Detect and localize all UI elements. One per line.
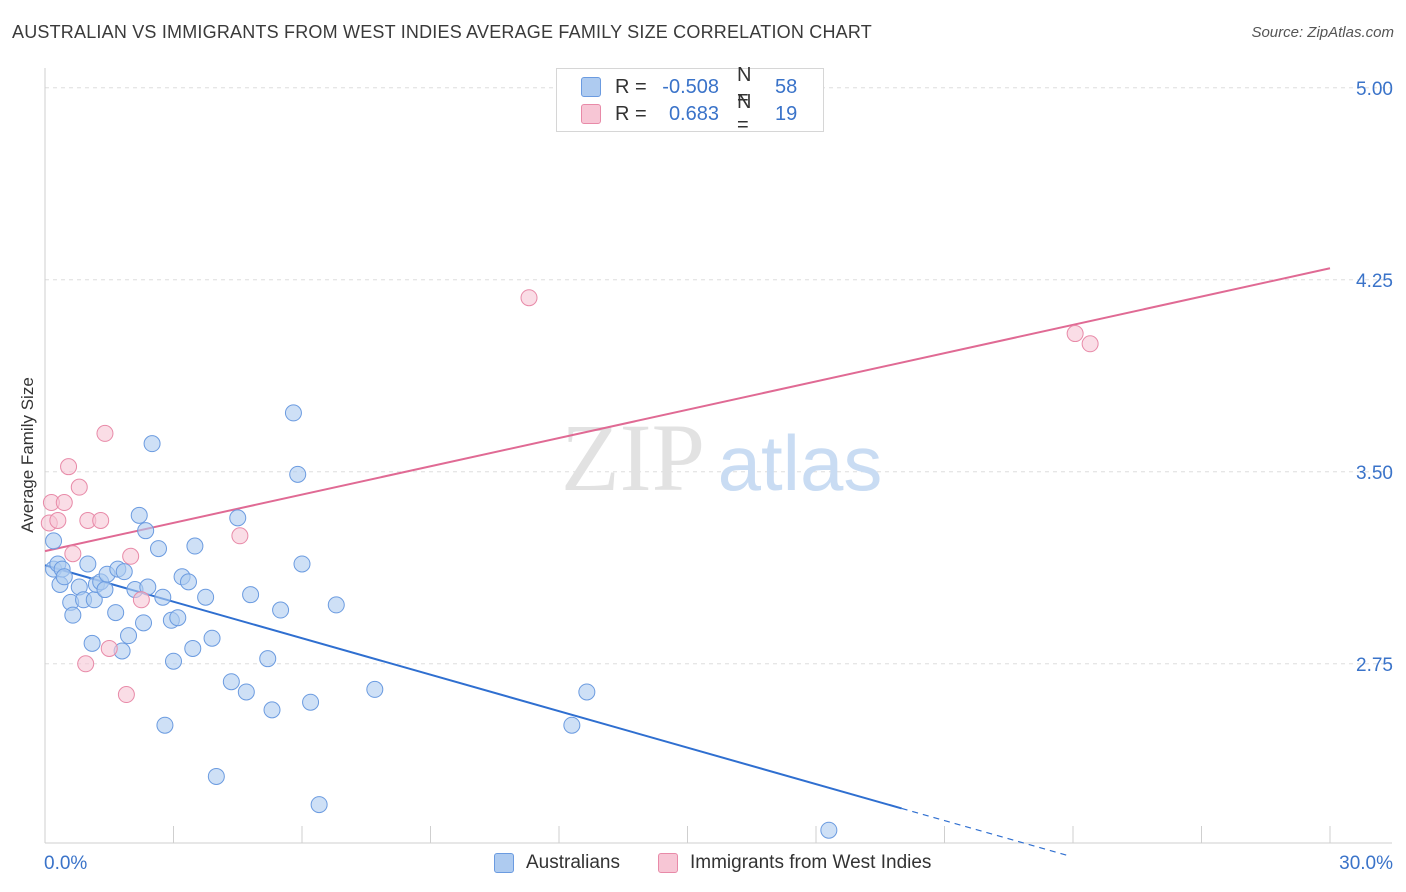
australians-point: [229, 509, 247, 527]
legend-n-value: 19: [775, 102, 798, 125]
australians-point: [222, 673, 240, 691]
source-label: Source: ZipAtlas.com: [1251, 24, 1394, 41]
tick-labels: 2.75 3.50 4.25 5.00 0.0% 30.0%: [44, 79, 1393, 874]
west-indies-point: [1081, 335, 1099, 353]
y-tick-label: 2.75: [1356, 655, 1393, 676]
australians-point: [289, 465, 307, 483]
australians-point: [137, 522, 155, 540]
west-indies-point: [64, 545, 82, 563]
legend-swatch-blue: [581, 77, 601, 97]
west-indies-point: [77, 655, 95, 673]
australians-point: [302, 693, 320, 711]
australians-point: [197, 588, 215, 606]
watermark-zip: ZIP: [561, 404, 705, 511]
legend-label-australians: Australians: [526, 852, 620, 873]
australians-point: [578, 683, 596, 701]
y-tick-label: 3.50: [1356, 463, 1393, 484]
trend-line-australians-extension: [901, 807, 1069, 857]
legend-item-australians: Australians: [494, 852, 620, 874]
australians-point: [284, 404, 302, 422]
y-tick-label: 5.00: [1356, 79, 1393, 100]
correlation-legend: R = -0.508 N = 58 R = 0.683 N = 19: [556, 64, 824, 136]
australians-point: [259, 650, 277, 668]
australians-point: [115, 563, 133, 581]
zipatlas-watermark: ZIP atlas: [561, 404, 882, 511]
series-legend: Australians Immigrants from West Indies: [0, 852, 1406, 878]
australians-point: [242, 586, 260, 604]
australians-point: [366, 680, 384, 698]
west-indies-point: [55, 494, 73, 512]
australians-point: [165, 652, 182, 670]
australians-point: [107, 604, 125, 622]
australians-point: [203, 629, 221, 647]
legend-r-value: 0.683: [668, 102, 719, 125]
legend-swatch-pink: [581, 104, 601, 124]
australians-point: [310, 796, 328, 814]
x-tick-label: 0.0%: [44, 853, 87, 874]
australians-point: [272, 601, 290, 619]
legend-swatch-blue: [494, 853, 514, 873]
australians-point: [150, 540, 168, 558]
australians-point: [237, 683, 255, 701]
legend-n-label: N =: [737, 91, 752, 136]
australians-point: [83, 634, 101, 652]
west-indies-point: [100, 639, 118, 657]
axes: [44, 68, 1392, 844]
australians-point: [169, 609, 187, 627]
x-tick-label: 30.0%: [1339, 853, 1393, 874]
australians-point: [45, 532, 63, 550]
australians-point: [820, 821, 838, 839]
legend-n-label: N =: [737, 64, 752, 109]
legend-r-label: R =: [615, 75, 647, 98]
australians-point: [186, 537, 204, 555]
west-indies-point: [1066, 325, 1084, 343]
australians-point: [179, 573, 197, 591]
australians-point: [64, 606, 82, 624]
chart-title: AUSTRALIAN VS IMMIGRANTS FROM WEST INDIE…: [12, 22, 872, 42]
legend-row-australians: R = -0.508 N = 58: [581, 64, 798, 109]
legend-swatch-pink: [658, 853, 678, 873]
legend-item-west-indies: Immigrants from West Indies: [658, 852, 931, 874]
west-indies-point: [96, 424, 114, 442]
west-indies-point: [92, 511, 110, 529]
y-tick-label: 4.25: [1356, 271, 1393, 292]
west-indies-point: [132, 591, 150, 609]
legend-r-value: -0.508: [662, 75, 719, 98]
australians-point: [184, 639, 202, 657]
australians-point: [207, 767, 225, 785]
australians-point: [563, 716, 581, 734]
trend-line-west-indies: [44, 267, 1331, 553]
australians-point: [154, 588, 172, 606]
australians-point: [135, 614, 153, 632]
west-indies-point: [231, 527, 249, 545]
australians-point: [79, 555, 97, 573]
australians-point: [263, 701, 281, 719]
legend-n-value: 58: [775, 75, 798, 98]
west-indies-point: [117, 686, 135, 704]
trend-line-australians: [44, 564, 902, 810]
grid-lines: [45, 87, 1392, 665]
trend-lines: [44, 267, 1331, 857]
watermark-atlas: atlas: [718, 419, 883, 507]
australians-point: [293, 555, 311, 573]
australians-point: [327, 596, 345, 614]
west-indies-point: [60, 458, 78, 476]
australians-point: [143, 435, 161, 453]
legend-row-west-indies: R = 0.683 N = 19: [581, 91, 798, 136]
legend-r-label: R =: [615, 102, 647, 125]
west-indies-point: [70, 478, 88, 496]
australians-point: [120, 627, 138, 645]
y-axis-label: Average Family Size: [18, 377, 37, 533]
west-indies-point: [49, 511, 67, 529]
australians-point: [96, 581, 114, 599]
australians-point: [156, 716, 174, 734]
west-indies-point: [122, 547, 140, 565]
west-indies-point: [520, 289, 538, 307]
legend-label-west-indies: Immigrants from West Indies: [690, 852, 932, 873]
australians-point: [130, 506, 148, 524]
australians-point: [55, 568, 73, 586]
data-points: [40, 289, 1099, 839]
